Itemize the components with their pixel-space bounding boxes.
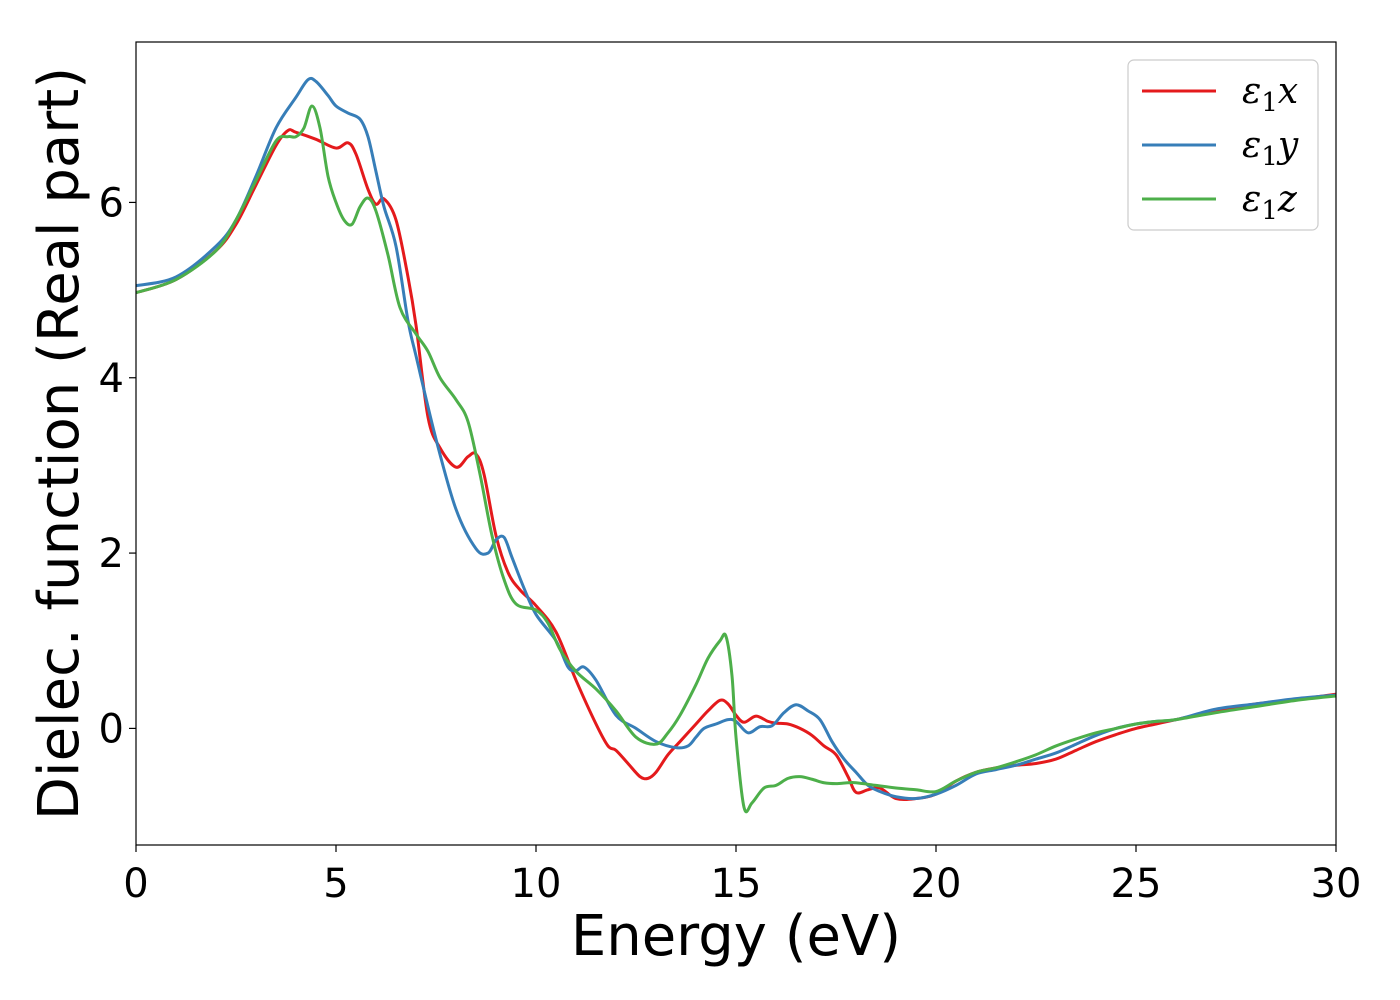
legend-label-x: ε1x — [1242, 71, 1298, 118]
y-axis-title: Dielec. function (Real part) — [27, 67, 92, 820]
y-axis-ticks: 0 2 4 6 — [99, 180, 136, 752]
legend: ε1x ε1y ε1z — [1127, 59, 1319, 231]
series-line-y — [135, 76, 1337, 801]
y-tick-label: 6 — [99, 180, 124, 226]
series-lines — [135, 76, 1337, 814]
x-axis-ticks: 0 5 10 15 20 25 30 — [123, 845, 1361, 907]
plot-frame — [135, 41, 1337, 846]
legend-box — [1127, 59, 1319, 231]
y-tick-label: 0 — [99, 706, 124, 752]
x-tick-label: 25 — [1111, 861, 1162, 907]
x-tick-label: 10 — [511, 861, 562, 907]
x-tick-label: 30 — [1311, 861, 1362, 907]
series-line-z — [135, 104, 1337, 814]
legend-label-z: ε1z — [1242, 179, 1298, 226]
x-tick-label: 15 — [711, 861, 762, 907]
x-tick-label: 20 — [911, 861, 962, 907]
y-tick-label: 4 — [99, 356, 124, 402]
x-tick-label: 0 — [123, 861, 148, 907]
x-tick-label: 5 — [323, 861, 348, 907]
x-axis-title: Energy (eV) — [571, 904, 901, 969]
legend-label-y: ε1y — [1242, 125, 1299, 172]
y-tick-label: 2 — [99, 531, 124, 577]
